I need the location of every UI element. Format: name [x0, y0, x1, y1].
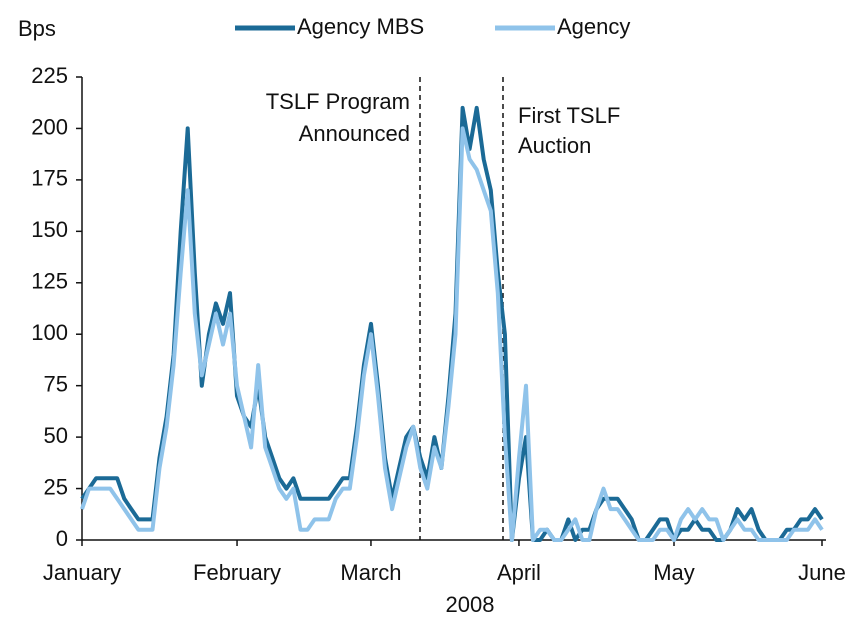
y-tick-label: 50 [44, 423, 68, 448]
x-tick-label: January [43, 560, 121, 585]
annotation: First TSLF [518, 103, 620, 128]
y-tick-label: 200 [31, 114, 68, 139]
y-tick-label: 225 [31, 63, 68, 88]
legend-label: Agency MBS [297, 14, 424, 39]
x-tick-label: June [798, 560, 846, 585]
y-tick-label: 125 [31, 269, 68, 294]
y-tick-label: 75 [44, 371, 68, 396]
series-line [80, 126, 824, 542]
annotation: Auction [518, 133, 591, 158]
series-line [80, 105, 824, 542]
y-tick-label: 150 [31, 217, 68, 242]
y-tick-label: 0 [56, 526, 68, 551]
annotation: TSLF Program [266, 89, 410, 114]
x-tick-label: April [497, 560, 541, 585]
x-tick-label: February [193, 560, 281, 585]
y-tick-label: 175 [31, 166, 68, 191]
x-tick-label: May [653, 560, 695, 585]
legend-label: Agency [557, 14, 630, 39]
y-axis-label: Bps [18, 16, 56, 41]
x-tick-label: March [340, 560, 401, 585]
annotation: Announced [299, 121, 410, 146]
x-axis-label: 2008 [446, 592, 495, 617]
y-tick-label: 100 [31, 320, 68, 345]
y-tick-label: 25 [44, 474, 68, 499]
